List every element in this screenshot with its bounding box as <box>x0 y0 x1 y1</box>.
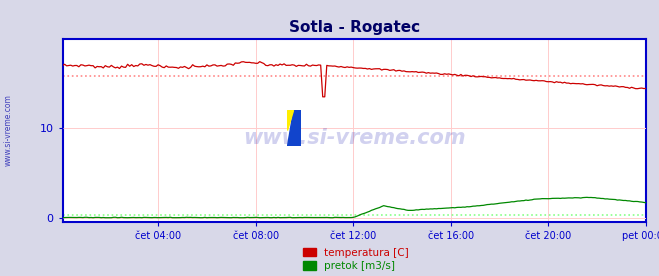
Polygon shape <box>287 110 293 130</box>
Text: www.si-vreme.com: www.si-vreme.com <box>4 94 13 166</box>
Title: Sotla - Rogatec: Sotla - Rogatec <box>289 20 420 35</box>
Text: www.si-vreme.com: www.si-vreme.com <box>243 128 465 148</box>
Polygon shape <box>287 110 301 146</box>
Legend: temperatura [C], pretok [m3/s]: temperatura [C], pretok [m3/s] <box>303 248 409 271</box>
